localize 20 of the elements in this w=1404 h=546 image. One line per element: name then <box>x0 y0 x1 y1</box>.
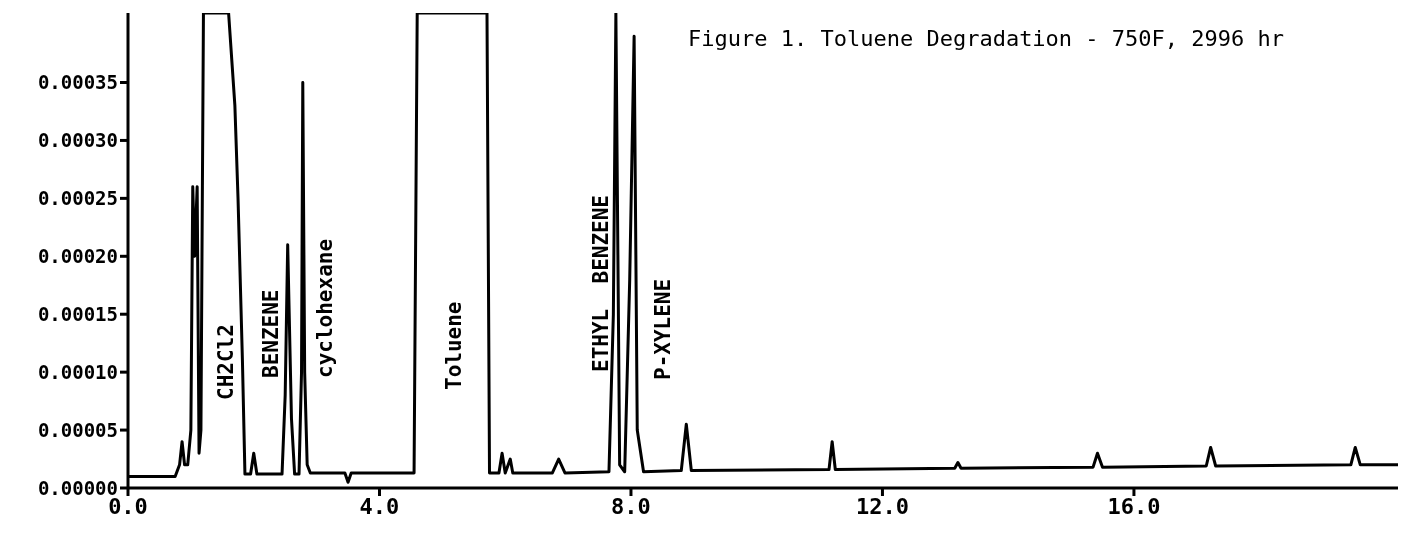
y-tick-label: 0.00015 <box>37 302 118 325</box>
y-tick-label: 0.00030 <box>37 129 118 152</box>
y-tick-label: 0.00025 <box>37 187 118 210</box>
y-tick-label: 0.00005 <box>37 418 118 441</box>
annotation: ETHYL BENZENE <box>589 194 613 372</box>
annotation: P-XYLENE <box>651 278 675 380</box>
annotation: Toluene <box>442 301 466 390</box>
y-tick-label: 0.00035 <box>37 71 118 94</box>
y-tick-label: 0.00020 <box>37 245 118 268</box>
x-tick-label: 4.0 <box>359 493 400 519</box>
y-tick-label: 0.00000 <box>37 476 118 499</box>
y-tick-label: 0.00010 <box>37 360 118 383</box>
annotation: CH2Cl2 <box>214 324 238 400</box>
x-tick-label: 16.0 <box>1107 493 1161 519</box>
annotation: BENZENE <box>259 289 283 378</box>
x-tick-label: 12.0 <box>855 493 909 519</box>
annotation: cyclohexane <box>313 238 337 378</box>
x-tick-label: 8.0 <box>611 493 651 519</box>
line-series <box>128 13 1398 484</box>
text: Figure 1. Toluene Degradation - 750F, 2996 hr <box>688 26 1285 51</box>
